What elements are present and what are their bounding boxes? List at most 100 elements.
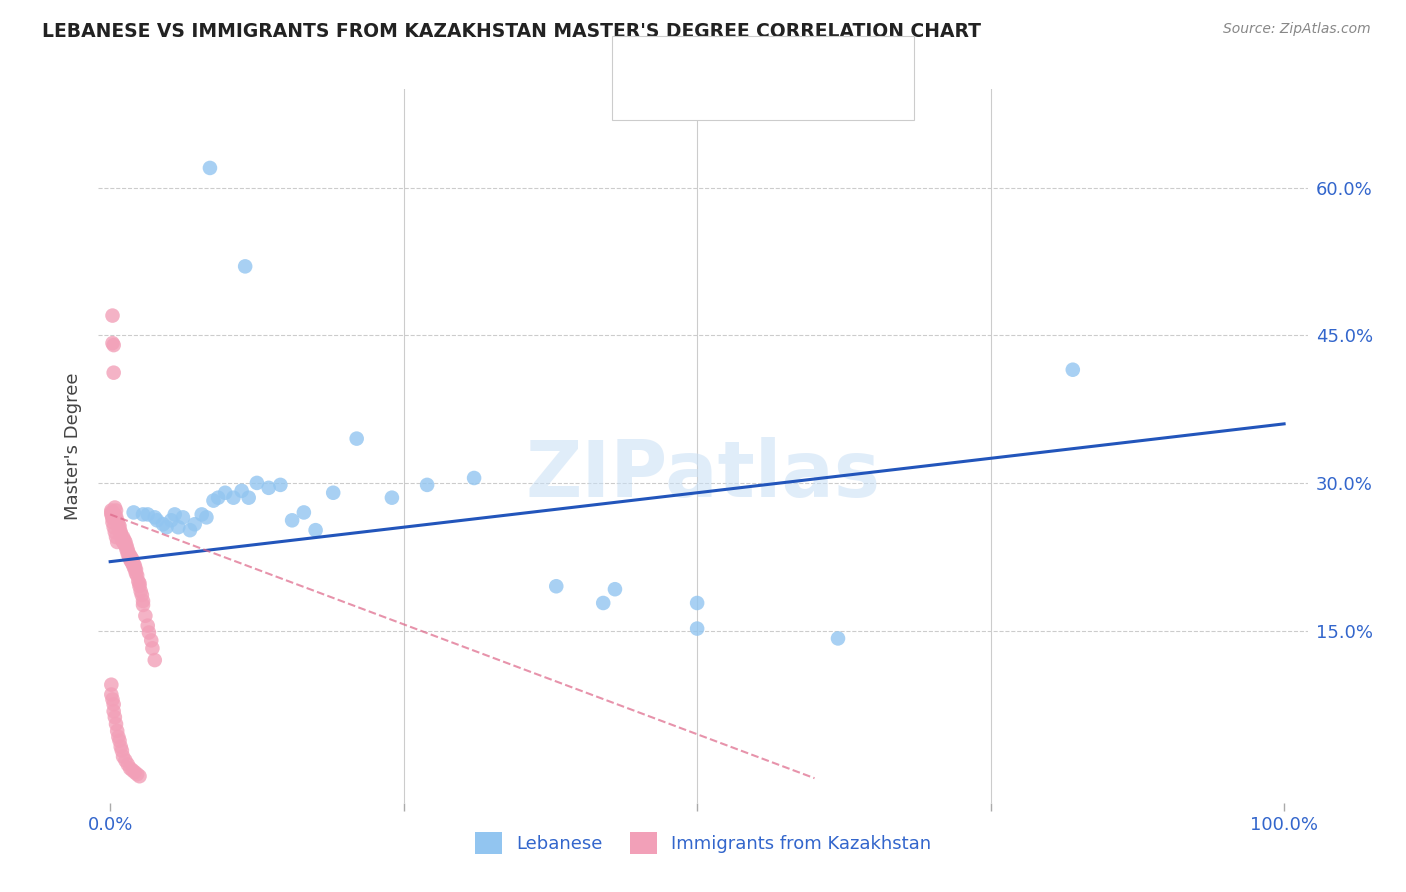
Point [110,525,132,540]
Point [108,523,131,537]
Point [110,527,132,541]
Point [100,688,122,702]
Point [112,537,135,551]
Point [207,491,229,505]
Point [111,533,134,547]
Point [124,562,146,576]
Point [112,535,135,549]
Point [281,513,304,527]
Point [111,530,134,544]
Point [117,757,139,772]
Point [105,503,128,517]
Point [105,717,128,731]
Point [183,517,205,532]
Point [125,562,148,576]
Point [381,491,404,505]
Point [592,596,614,610]
Point [101,692,124,706]
Point [269,478,291,492]
Point [127,568,149,582]
Point [103,366,125,380]
Point [304,523,326,537]
Point [131,588,153,602]
Point [246,475,269,490]
Point [146,513,169,527]
Point [103,520,125,534]
Point [112,533,135,547]
Point [108,519,131,533]
Point [143,653,166,667]
Point [117,547,139,561]
Point [108,733,131,747]
Point [141,633,163,648]
Point [101,508,124,522]
Point [111,744,134,758]
Point [112,530,135,544]
Point [125,566,148,581]
Point [100,505,122,519]
Point [122,559,145,574]
Point [120,555,142,569]
Point [118,549,141,564]
Point [120,549,142,563]
Point [121,764,143,778]
Point [136,508,159,522]
Point [172,510,194,524]
Point [104,525,127,540]
Point [122,505,145,519]
Point [104,508,127,522]
Point [132,594,155,608]
Point [121,552,143,566]
Point [132,508,155,522]
Point [120,761,142,775]
Point [114,539,136,553]
Point [155,520,177,534]
Point [141,641,163,656]
Point [198,161,221,175]
Point [105,535,128,549]
Point [179,523,201,537]
Point [827,632,849,646]
Point [129,584,152,599]
Point [100,508,122,522]
Text: R = -0.134   N = 87: R = -0.134 N = 87 [668,92,838,110]
Point [160,513,183,527]
Point [233,260,256,274]
Point [112,749,135,764]
Point [103,704,125,718]
Point [120,550,142,565]
Point [115,539,138,553]
Point [100,503,122,517]
Point [101,336,124,351]
Point [127,767,149,781]
Point [124,765,146,780]
Point [124,558,146,573]
Point [222,491,245,505]
Point [143,510,166,524]
Point [105,513,128,527]
Point [257,481,280,495]
Point [190,508,212,522]
Point [104,500,127,515]
Point [686,596,709,610]
Text: ZIPatlas: ZIPatlas [526,436,880,513]
Point [101,309,124,323]
Text: Source: ZipAtlas.com: Source: ZipAtlas.com [1223,22,1371,37]
Point [292,505,315,519]
Point [100,678,122,692]
Point [546,579,568,593]
Point [105,516,128,530]
Point [202,493,225,508]
Point [115,542,138,557]
Point [114,754,136,768]
Point [214,485,236,500]
Point [167,520,190,534]
Point [118,547,141,561]
Point [132,598,155,612]
Point [103,698,125,712]
Point [128,579,150,593]
Point [128,576,150,591]
Point [686,622,709,636]
Point [136,618,159,632]
Point [101,516,124,530]
